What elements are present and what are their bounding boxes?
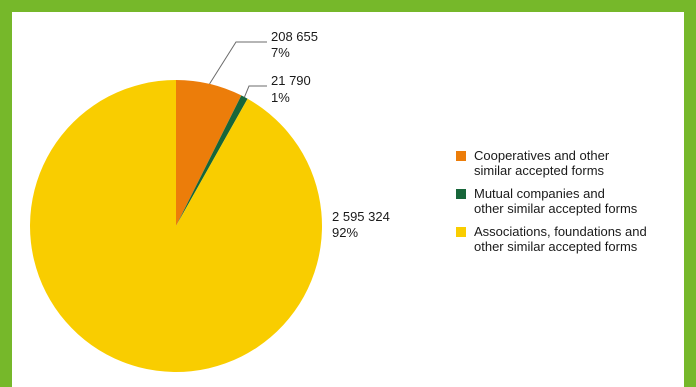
legend-item-mutual-companies: Mutual companies and other similar accep… — [456, 186, 684, 216]
slice-percent-label-0: 7% — [271, 45, 290, 60]
chart-legend: Cooperatives and other similar accepted … — [456, 148, 684, 262]
slice-value-label-0: 208 655 — [271, 29, 318, 44]
pie-slice-cooperatives — [176, 80, 242, 226]
legend-swatch — [456, 189, 466, 199]
legend-swatch — [456, 151, 466, 161]
legend-label: Associations, foundations and other simi… — [474, 224, 647, 254]
slice-percent-label-1: 1% — [271, 90, 290, 105]
pie-chart: 208 655 7% 21 790 1% 2 595 324 92% — [30, 29, 390, 373]
legend-item-cooperatives: Cooperatives and other similar accepted … — [456, 148, 684, 178]
slice-percent-label-2: 92% — [332, 225, 358, 240]
pie-slice-mutual-companies — [176, 95, 248, 226]
leader-line-1 — [244, 85, 267, 98]
chart-frame: 208 655 7% 21 790 1% 2 595 324 92% Coope… — [12, 12, 684, 387]
legend-label: Mutual companies and other similar accep… — [474, 186, 638, 216]
legend-label: Cooperatives and other similar accepted … — [474, 148, 610, 178]
leader-line-0 — [209, 41, 267, 85]
slice-value-label-1: 21 790 — [271, 73, 311, 88]
legend-item-associations: Associations, foundations and other simi… — [456, 224, 684, 254]
legend-swatch — [456, 227, 466, 237]
slice-value-label-2: 2 595 324 — [332, 209, 390, 224]
pie-slice-associations — [30, 80, 323, 373]
